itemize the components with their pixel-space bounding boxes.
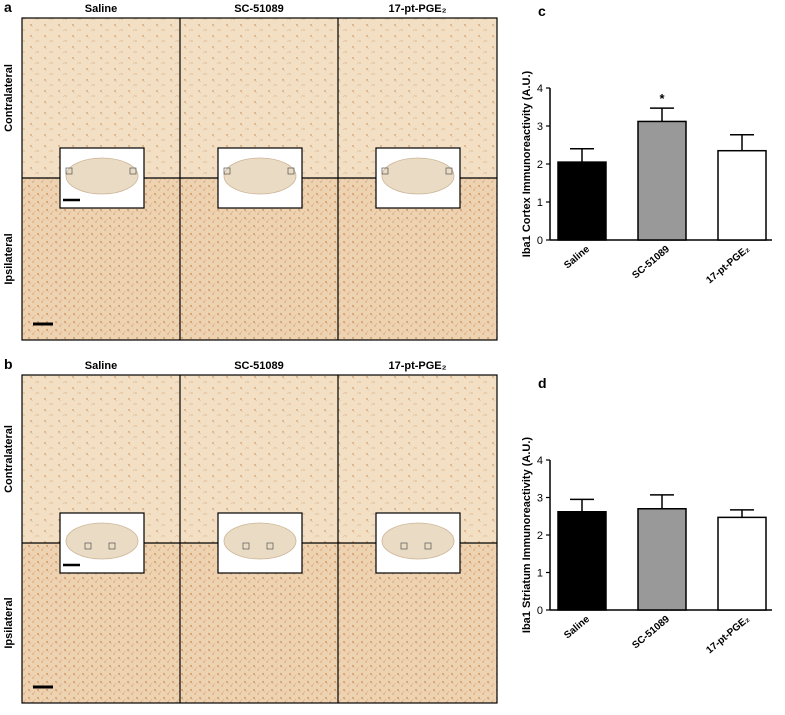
region-box <box>266 542 274 550</box>
column-header: SC-51089 <box>234 360 284 372</box>
region-box <box>242 542 250 550</box>
y-tick-label: 4 <box>537 455 543 467</box>
x-tick-label: Saline <box>562 244 592 272</box>
brain-section <box>381 157 455 195</box>
row-label: Contralateral <box>3 425 15 493</box>
panel-letter: c <box>538 3 546 19</box>
region-box <box>287 167 295 175</box>
brain-section <box>65 522 139 560</box>
region-box <box>65 167 73 175</box>
region-box <box>381 167 389 175</box>
brain-section <box>65 157 139 195</box>
panel-letter: b <box>4 356 13 372</box>
brain-section <box>381 522 455 560</box>
bar <box>717 516 767 611</box>
y-tick-label: 1 <box>537 197 543 209</box>
panel-border <box>21 374 498 704</box>
y-tick-label: 0 <box>537 605 543 617</box>
panel-border <box>21 17 498 341</box>
significance-marker: * <box>659 91 665 106</box>
bar <box>637 120 687 241</box>
row-label: Ipsilateral <box>3 233 15 284</box>
row-label: Ipsilateral <box>3 597 15 648</box>
column-header: 17-pt-PGE₂ <box>388 3 446 15</box>
y-tick-label: 3 <box>537 121 543 133</box>
column-header: Saline <box>85 360 117 372</box>
row-label: Contralateral <box>3 64 15 132</box>
x-tick-label: 17-pt-PGE₂ <box>704 244 752 286</box>
region-box <box>445 167 453 175</box>
bar <box>717 149 767 241</box>
y-tick-label: 1 <box>537 568 543 580</box>
brain-section <box>223 522 297 560</box>
region-box <box>108 542 116 550</box>
region-box <box>400 542 408 550</box>
brain-section <box>223 157 297 195</box>
column-header: Saline <box>85 3 117 15</box>
x-tick-label: SC-51089 <box>630 244 672 282</box>
y-tick-label: 3 <box>537 493 543 505</box>
column-header: SC-51089 <box>234 3 284 15</box>
y-axis-label: Iba1 Cortex Immunoreactivity (A.U.) <box>521 70 533 257</box>
bar <box>637 508 687 611</box>
region-box <box>84 542 92 550</box>
x-tick-label: Saline <box>562 614 592 642</box>
y-tick-label: 0 <box>537 235 543 247</box>
bar <box>557 161 607 241</box>
panel-letter: a <box>4 0 12 15</box>
x-tick-label: 17-pt-PGE₂ <box>704 614 752 656</box>
region-box <box>129 167 137 175</box>
y-axis-label: Iba1 Striatum Immunoreactivity (A.U.) <box>521 437 533 634</box>
y-tick-label: 2 <box>537 159 543 171</box>
bar <box>557 511 607 611</box>
y-tick-label: 2 <box>537 530 543 542</box>
y-tick-label: 4 <box>537 83 543 95</box>
column-header: 17-pt-PGE₂ <box>388 360 446 372</box>
region-box <box>424 542 432 550</box>
x-tick-label: SC-51089 <box>630 614 672 652</box>
region-box <box>223 167 231 175</box>
panel-letter: d <box>538 375 547 391</box>
